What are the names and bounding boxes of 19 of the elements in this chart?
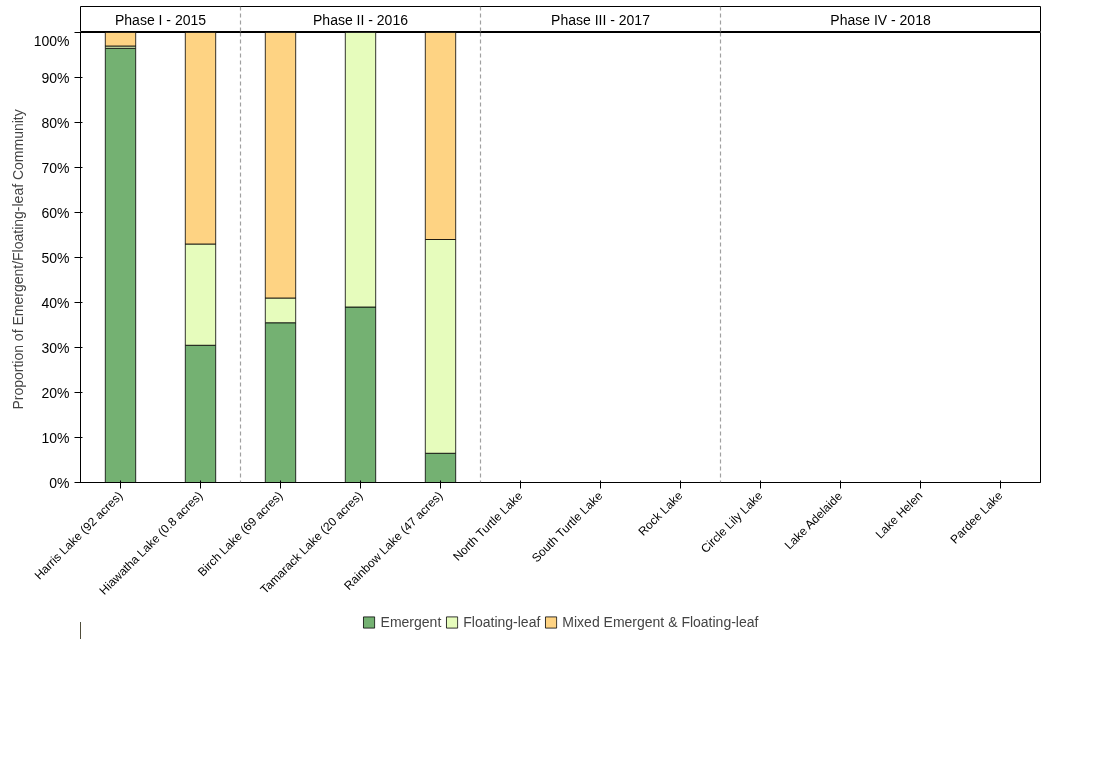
- y-tick-label: 60%: [41, 204, 70, 221]
- y-tick-label: 20%: [41, 384, 70, 401]
- y-axis-title: Proportion of Emergent/Floating-leaf Community: [9, 109, 26, 410]
- text: Phase III - 2017: [551, 11, 651, 28]
- legend-label: Floating-leaf: [463, 614, 541, 630]
- legend-label: Mixed Emergent & Floating-leaf: [562, 614, 759, 630]
- text: Phase I - 2015: [114, 11, 207, 28]
- y-tick-label: 50%: [41, 249, 70, 266]
- y-tick-label: 90%: [41, 69, 70, 86]
- y-tick-label: 10%: [41, 429, 70, 446]
- y-tick-label: 70%: [41, 159, 70, 176]
- y-tick-label: 0%: [49, 474, 70, 491]
- text: Phase II - 2016: [313, 11, 409, 28]
- y-tick-label: 40%: [41, 294, 70, 311]
- legend-label: Emergent: [380, 614, 442, 630]
- y-tick-label: 80%: [41, 114, 70, 131]
- y-tick-label: 30%: [41, 339, 70, 356]
- y-tick-label: 100%: [33, 32, 70, 49]
- text: Phase IV - 2018: [830, 11, 931, 28]
